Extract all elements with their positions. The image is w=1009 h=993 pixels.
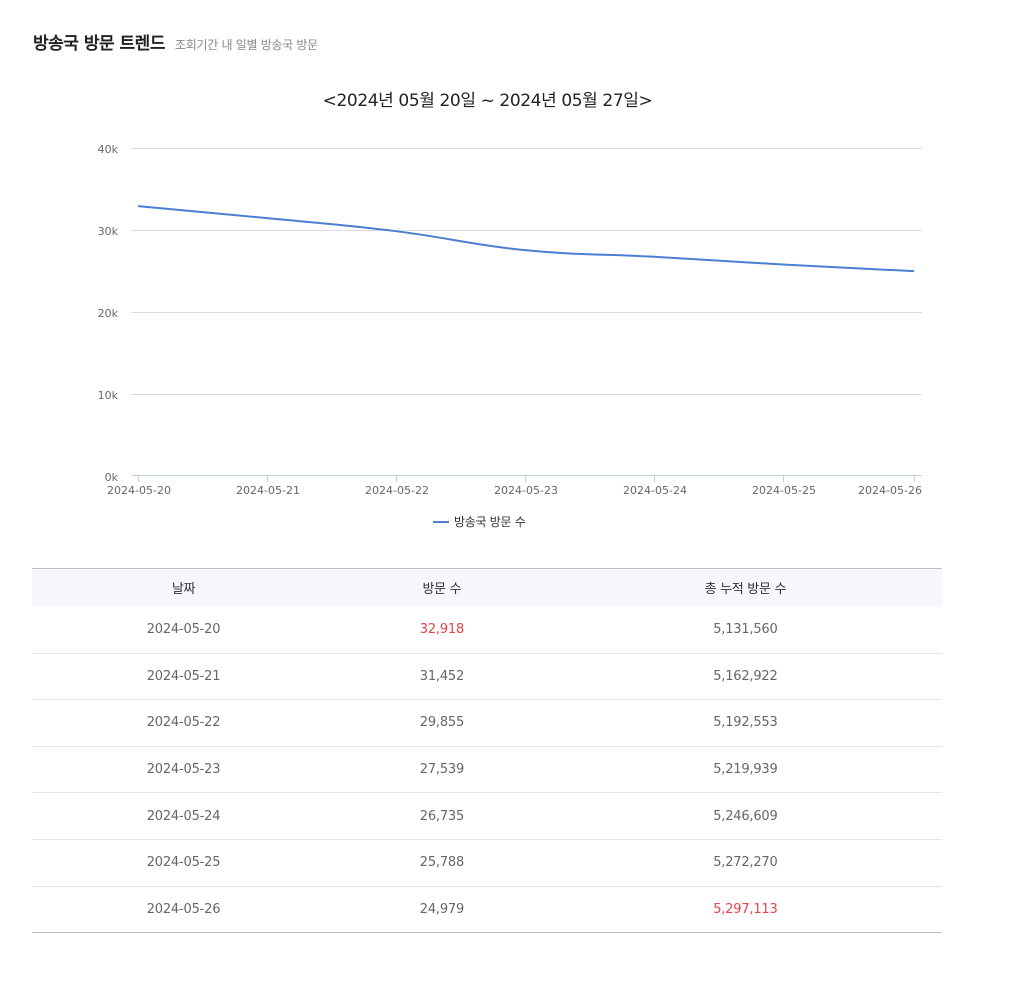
cell-visits: 29,855 [419,715,465,731]
cell-total: 5,297,113 [713,901,778,917]
line-chart: 40k 30k 20k 10k 0k 2024-05-20 2024-05-21… [98,143,922,497]
series-line-visits [137,205,915,273]
table-row: 2024-05-24 26,735 5,246,609 [32,792,942,840]
svg-text:20k: 20k [98,307,119,320]
grid-lines [131,148,922,395]
x-axis-labels: 2024-05-20 2024-05-21 2024-05-22 2024-05… [107,484,922,497]
cell-date: 2024-05-23 [146,762,221,778]
cell-total: 5,219,939 [713,762,778,778]
cell-visits: 25,788 [419,855,465,871]
svg-text:2024-05-22: 2024-05-22 [365,484,429,497]
table-row: 2024-05-21 31,452 5,162,922 [32,653,942,700]
svg-text:2024-05-21: 2024-05-21 [236,484,300,497]
cell-date: 2024-05-25 [146,855,221,871]
svg-text:2024-05-26: 2024-05-26 [858,484,922,497]
svg-text:10k: 10k [98,389,119,402]
page-subtitle: 조회기간 내 일별 방송국 방문 [174,38,318,52]
cell-total: 5,272,270 [713,855,778,871]
legend-line-icon [433,520,449,523]
table-row: 2024-05-26 24,979 5,297,113 [32,886,942,933]
table-header-row: 날짜 방문 수 총 누적 방문 수 [32,568,942,607]
x-axis [131,475,922,482]
cell-visits: 26,735 [419,808,465,824]
svg-text:2024-05-25: 2024-05-25 [752,484,816,497]
column-header-visits: 방문 수 [422,582,462,598]
column-header-date: 날짜 [171,582,196,598]
cell-total: 5,162,922 [713,668,778,684]
cell-visits: 24,979 [419,901,465,917]
chart-legend[interactable]: 방송국 방문 수 [433,513,526,530]
cell-date: 2024-05-20 [146,622,221,638]
svg-text:30k: 30k [98,225,119,238]
section-header: 방송국 방문 트렌드 조회기간 내 일별 방송국 방문 [33,29,318,54]
svg-text:40k: 40k [98,143,119,156]
cell-date: 2024-05-26 [146,901,221,917]
table-row: 2024-05-22 29,855 5,192,553 [32,699,942,747]
cell-total: 5,246,609 [713,808,778,824]
chart-title: <2024년 05월 20일 ~ 2024년 05월 27일> [322,91,653,111]
svg-text:2024-05-23: 2024-05-23 [494,484,558,497]
table-row: 2024-05-20 32,918 5,131,560 [32,607,942,654]
page-title: 방송국 방문 트렌드 [33,34,165,54]
svg-text:0k: 0k [105,471,119,484]
svg-text:2024-05-24: 2024-05-24 [623,484,687,497]
cell-total: 5,131,560 [713,622,778,638]
y-axis-labels: 40k 30k 20k 10k 0k [98,143,119,484]
column-header-total: 총 누적 방문 수 [704,582,787,598]
cell-date: 2024-05-22 [146,715,221,731]
visits-table: 날짜 방문 수 총 누적 방문 수 2024-05-20 32,918 5,13… [32,568,942,934]
svg-text:2024-05-20: 2024-05-20 [107,484,171,497]
cell-visits: 27,539 [419,762,465,778]
cell-visits: 32,918 [419,622,465,638]
legend-label: 방송국 방문 수 [454,515,526,529]
table-row: 2024-05-25 25,788 5,272,270 [32,839,942,886]
table-row: 2024-05-23 27,539 5,219,939 [32,746,942,793]
cell-date: 2024-05-21 [146,668,221,684]
cell-date: 2024-05-24 [146,808,221,824]
cell-total: 5,192,553 [713,715,778,731]
cell-visits: 31,452 [419,668,465,684]
